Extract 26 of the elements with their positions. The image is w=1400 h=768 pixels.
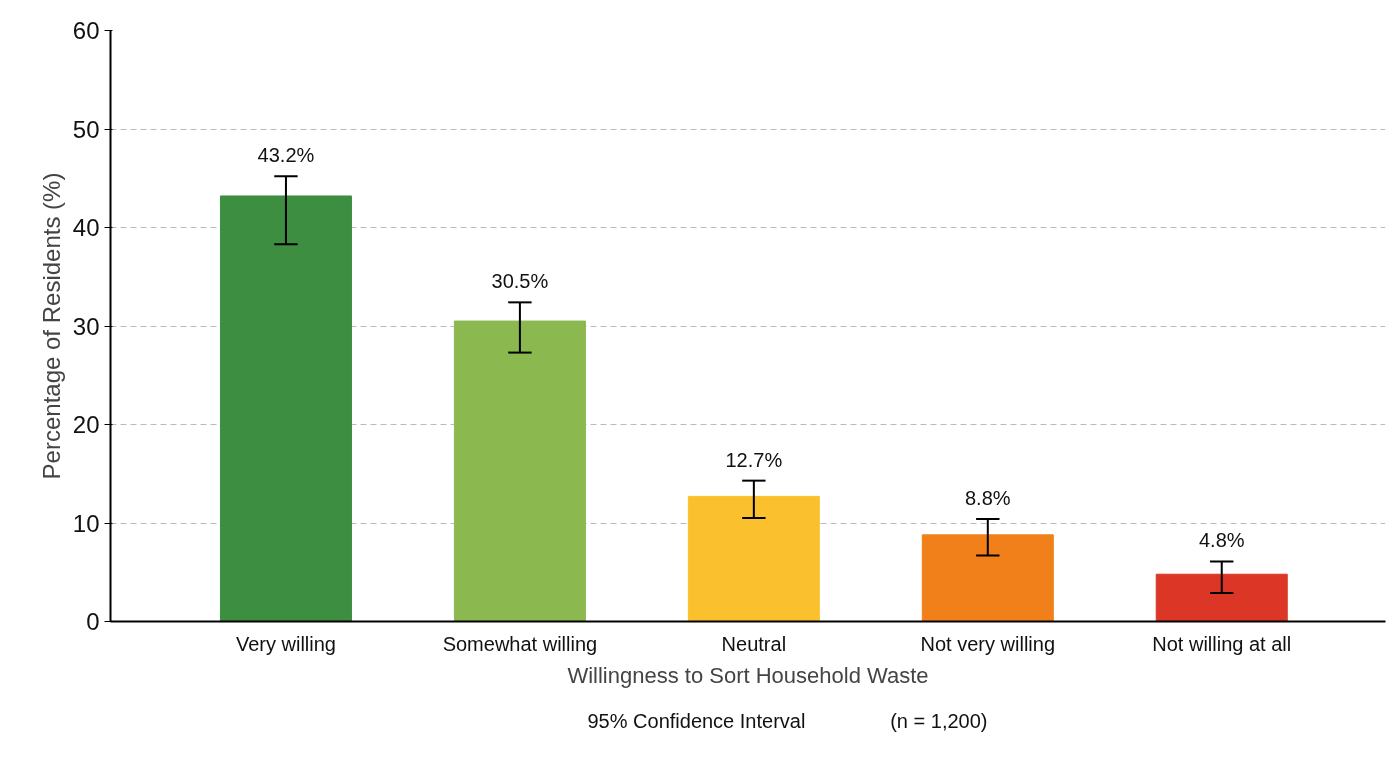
data-label: 12.7% [725, 448, 783, 471]
bar [687, 495, 820, 622]
data-label: 8.8% [965, 487, 1011, 510]
x-tick-label: Not very willing [920, 632, 1056, 655]
text: 95% Confidence Interval [587, 709, 806, 732]
y-tick-label: 30 [72, 312, 100, 340]
x-tick-label: Very willing [235, 632, 336, 655]
y-tick-label: 0 [86, 608, 100, 635]
bar [453, 320, 586, 622]
y-tick-label: 60 [72, 17, 100, 44]
y-tick-label: 40 [72, 214, 100, 241]
x-tick-label: Somewhat willing [442, 632, 598, 655]
x-tick-label: Neutral [721, 632, 787, 655]
data-label: 30.5% [491, 270, 549, 293]
y-tick-label: 50 [72, 115, 100, 143]
bar [921, 534, 1054, 622]
bar [219, 195, 352, 622]
y-tick-label: 10 [72, 509, 100, 537]
y-tick-label: 20 [72, 411, 100, 438]
data-label: 43.2% [257, 144, 315, 167]
x-tick-label: Not willing at all [1152, 632, 1292, 655]
text: (n = 1,200) [890, 709, 988, 732]
x-axis-title: Willingness to Sort Household Waste [567, 662, 929, 688]
data-label: 4.8% [1198, 529, 1245, 552]
y-axis-title: Percentage of Residents (%) [37, 172, 65, 480]
bar [1155, 573, 1288, 622]
